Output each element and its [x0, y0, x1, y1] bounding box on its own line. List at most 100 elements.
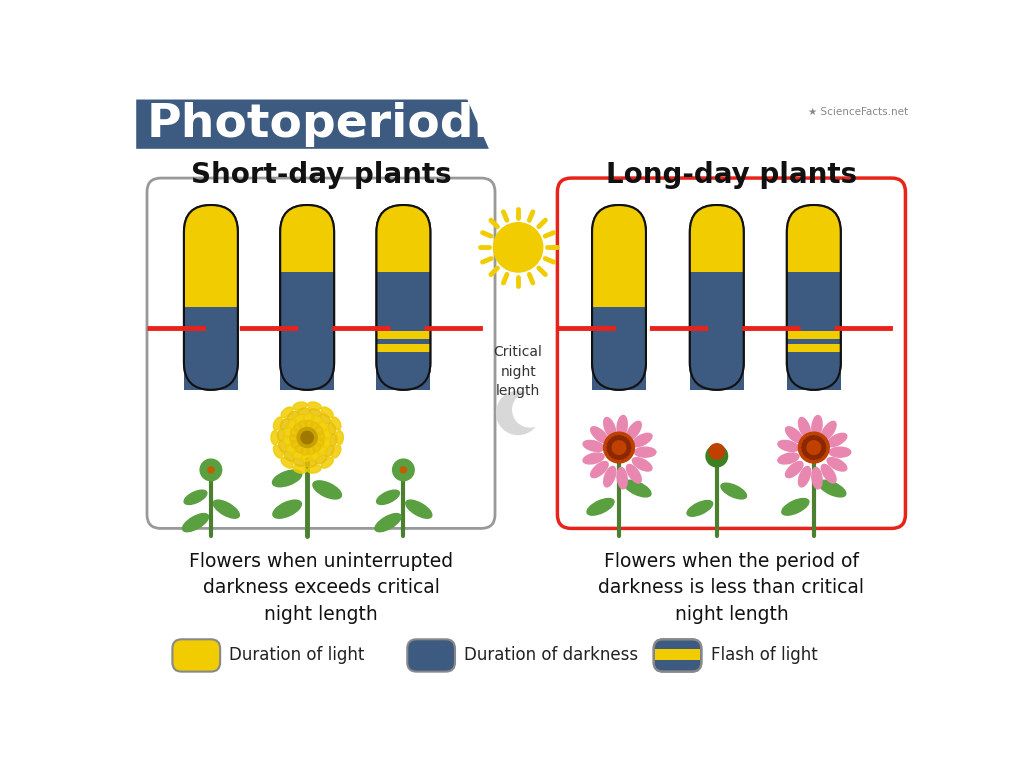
Circle shape — [610, 437, 614, 441]
Ellipse shape — [310, 422, 319, 430]
FancyBboxPatch shape — [172, 640, 220, 671]
Circle shape — [821, 446, 825, 450]
Ellipse shape — [292, 465, 307, 473]
Ellipse shape — [283, 451, 293, 461]
FancyBboxPatch shape — [280, 205, 334, 390]
Circle shape — [819, 440, 823, 443]
Circle shape — [616, 456, 621, 460]
Ellipse shape — [301, 448, 310, 455]
Ellipse shape — [777, 440, 798, 451]
Polygon shape — [137, 100, 488, 149]
Bar — [376, 339, 430, 344]
Circle shape — [801, 446, 805, 450]
Ellipse shape — [283, 436, 290, 447]
Ellipse shape — [293, 415, 305, 423]
Circle shape — [805, 454, 809, 457]
Ellipse shape — [777, 453, 798, 464]
Ellipse shape — [590, 461, 607, 478]
Ellipse shape — [826, 457, 846, 471]
Ellipse shape — [327, 422, 335, 434]
Ellipse shape — [632, 457, 651, 471]
FancyBboxPatch shape — [183, 205, 237, 390]
Ellipse shape — [309, 409, 321, 416]
Ellipse shape — [316, 455, 326, 464]
Circle shape — [626, 443, 630, 447]
Ellipse shape — [720, 483, 746, 499]
Ellipse shape — [323, 429, 330, 440]
Ellipse shape — [315, 426, 323, 435]
Ellipse shape — [820, 422, 836, 440]
Ellipse shape — [320, 414, 330, 424]
Ellipse shape — [183, 490, 207, 504]
Circle shape — [803, 451, 807, 455]
Circle shape — [606, 446, 610, 450]
Circle shape — [607, 443, 610, 447]
Ellipse shape — [583, 453, 603, 464]
Ellipse shape — [820, 464, 836, 483]
Ellipse shape — [818, 480, 845, 497]
Ellipse shape — [586, 499, 613, 515]
Circle shape — [620, 436, 624, 440]
Circle shape — [608, 451, 612, 455]
Ellipse shape — [290, 428, 298, 437]
Ellipse shape — [325, 446, 333, 457]
Circle shape — [613, 436, 618, 440]
Circle shape — [301, 431, 313, 443]
Ellipse shape — [272, 470, 302, 487]
Ellipse shape — [313, 481, 341, 499]
Ellipse shape — [301, 454, 311, 461]
Ellipse shape — [785, 461, 802, 478]
Circle shape — [297, 428, 317, 447]
Circle shape — [814, 455, 818, 459]
Ellipse shape — [335, 430, 343, 444]
Bar — [376, 272, 430, 390]
Ellipse shape — [603, 418, 615, 438]
Circle shape — [623, 454, 627, 457]
FancyBboxPatch shape — [556, 178, 905, 528]
Ellipse shape — [826, 433, 846, 447]
Bar — [786, 331, 840, 352]
Circle shape — [607, 449, 610, 453]
Ellipse shape — [310, 452, 320, 460]
Circle shape — [603, 432, 634, 463]
FancyBboxPatch shape — [183, 205, 237, 390]
Bar — [786, 339, 840, 344]
Ellipse shape — [298, 408, 310, 415]
Ellipse shape — [286, 444, 294, 454]
Text: Critical
night
length: Critical night length — [493, 345, 542, 398]
Ellipse shape — [277, 429, 284, 441]
Circle shape — [808, 436, 812, 440]
Circle shape — [817, 454, 821, 457]
FancyBboxPatch shape — [376, 205, 430, 390]
Ellipse shape — [182, 513, 208, 531]
Circle shape — [820, 449, 824, 453]
Ellipse shape — [785, 427, 802, 443]
Text: Long-day plants: Long-day plants — [605, 161, 856, 189]
Ellipse shape — [273, 417, 282, 430]
Ellipse shape — [292, 458, 305, 466]
Circle shape — [625, 440, 629, 443]
Circle shape — [513, 392, 547, 427]
Circle shape — [798, 432, 828, 463]
Ellipse shape — [798, 418, 810, 438]
Ellipse shape — [284, 427, 291, 437]
Ellipse shape — [321, 407, 333, 418]
Ellipse shape — [616, 468, 627, 489]
Ellipse shape — [603, 467, 615, 487]
Ellipse shape — [329, 434, 336, 447]
Circle shape — [820, 443, 824, 447]
Circle shape — [627, 446, 631, 450]
Ellipse shape — [312, 416, 321, 424]
Circle shape — [392, 459, 414, 481]
FancyBboxPatch shape — [653, 640, 701, 671]
Ellipse shape — [271, 430, 278, 444]
Circle shape — [817, 437, 821, 441]
Circle shape — [819, 451, 823, 455]
Ellipse shape — [294, 445, 304, 453]
Ellipse shape — [281, 457, 292, 468]
FancyBboxPatch shape — [591, 205, 645, 390]
Circle shape — [620, 455, 624, 459]
Circle shape — [626, 449, 630, 453]
FancyBboxPatch shape — [407, 640, 454, 671]
Circle shape — [802, 449, 805, 453]
